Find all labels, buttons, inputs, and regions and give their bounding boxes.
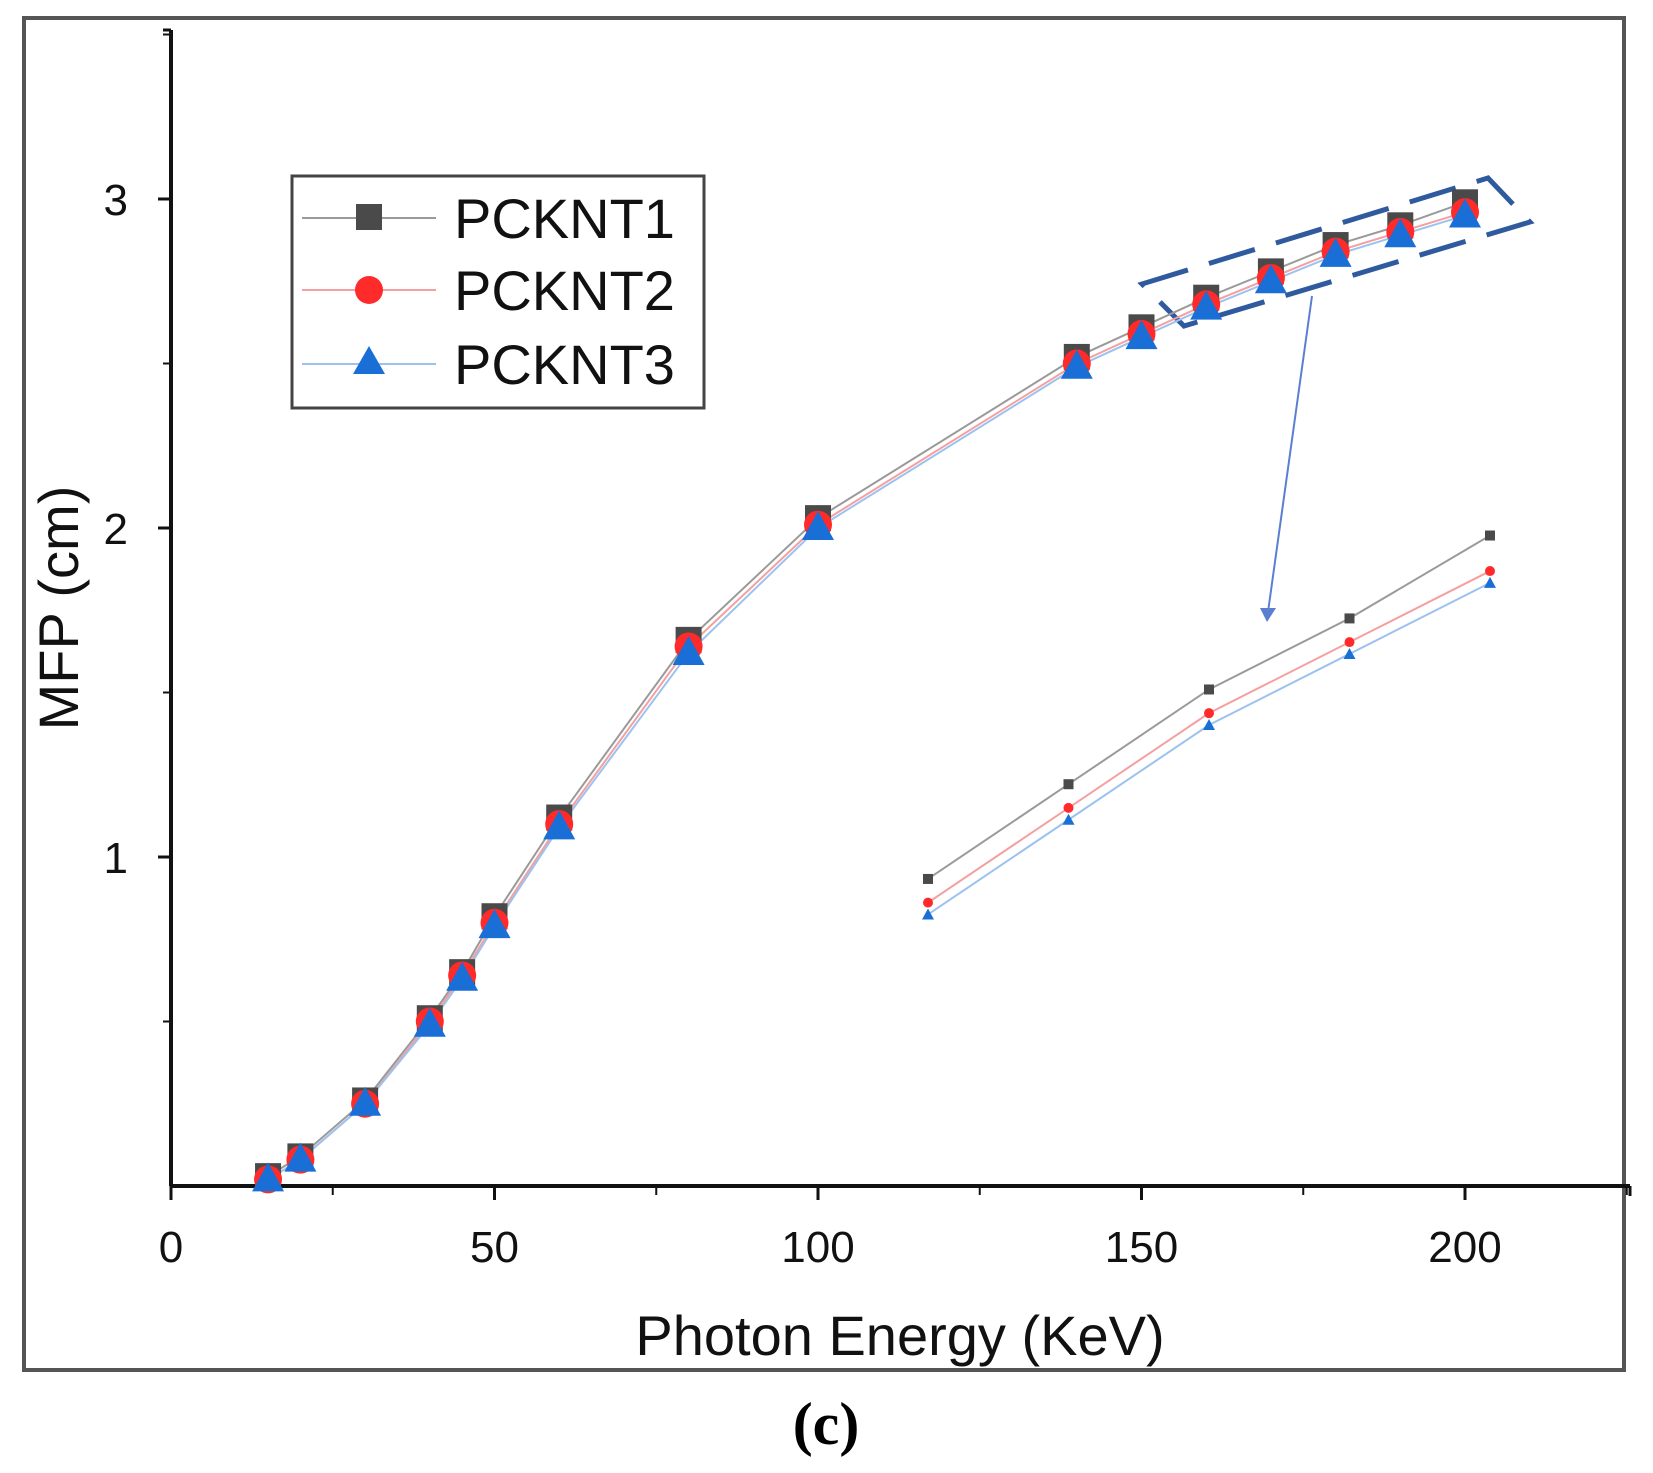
inset-point-pcknt3	[1484, 576, 1496, 588]
inset-point-pcknt2	[1344, 637, 1355, 648]
data-point-pcknt3	[1384, 218, 1417, 248]
y-axis-title: MFP (cm)	[27, 486, 90, 731]
inset-point-pcknt1	[1204, 684, 1214, 695]
x-axis-title: Photon Energy (KeV)	[635, 1304, 1164, 1367]
data-point-pcknt3	[802, 511, 834, 540]
inset-point-pcknt3	[1203, 719, 1215, 730]
inset-point-pcknt3	[1343, 647, 1356, 659]
x-tick-label: 200	[1428, 1223, 1501, 1272]
zoom-arrow	[1267, 295, 1313, 613]
x-tick-label: 150	[1105, 1223, 1178, 1272]
data-point-pcknt3	[1319, 237, 1352, 267]
x-tick-label: 100	[781, 1223, 854, 1272]
inset-point-pcknt1	[923, 873, 933, 884]
data-point-pcknt3	[446, 961, 479, 991]
inset-point-pcknt1	[1485, 530, 1495, 541]
inset-point-pcknt2	[923, 897, 933, 908]
inset-line-pcknt3	[927, 582, 1491, 916]
data-point-pcknt3	[1060, 349, 1093, 379]
data-point-pcknt3	[252, 1162, 285, 1192]
zoom-highlight-box	[1137, 175, 1535, 329]
data-point-pcknt3	[1125, 320, 1158, 350]
zoom-arrow-head	[1260, 608, 1276, 622]
legend-label-pcknt1: PCKNT1	[454, 187, 675, 250]
legend-label-pcknt3: PCKNT3	[454, 333, 675, 396]
series-line-pcknt1	[267, 201, 1466, 1177]
panel-label: (c)	[793, 1391, 860, 1457]
data-point-pcknt3	[1449, 198, 1481, 228]
data-point-pcknt3	[413, 1007, 446, 1037]
legend: PCKNT1 PCKNT2 PCKNT3	[290, 174, 706, 410]
legend-marker-circle	[355, 276, 383, 304]
data-point-pcknt3	[284, 1142, 317, 1172]
data-point-pcknt3	[1190, 290, 1223, 320]
data-point-pcknt3	[1254, 264, 1287, 294]
series-lines	[267, 201, 1466, 1181]
x-tick-label: 0	[159, 1223, 183, 1272]
y-tick-label: 3	[104, 176, 128, 225]
data-point-pcknt3	[672, 636, 705, 666]
inset-point-pcknt1	[1063, 779, 1074, 790]
series-line-pcknt2	[267, 211, 1466, 1181]
inset-point-pcknt3	[922, 908, 934, 920]
inset-point-pcknt2	[1063, 802, 1074, 813]
data-point-pcknt3	[478, 909, 511, 939]
y-tick-label: 2	[104, 505, 128, 554]
series-markers	[252, 189, 1481, 1194]
data-point-pcknt3	[349, 1086, 382, 1116]
inset-line-pcknt1	[927, 534, 1491, 880]
inset-zoom	[922, 530, 1496, 920]
x-tick-label: 50	[470, 1223, 519, 1272]
inset-point-pcknt1	[1344, 613, 1355, 624]
legend-marker-square	[356, 204, 382, 230]
series-line-pcknt3	[267, 214, 1466, 1181]
data-point-pcknt3	[543, 810, 576, 840]
tick-group: 0 50 100 150 200 1 2 3	[104, 33, 1628, 1272]
figure-frame	[22, 16, 1626, 1372]
legend-marker-triangle	[353, 346, 385, 374]
inset-line-pcknt2	[927, 570, 1491, 904]
legend-label-pcknt2: PCKNT2	[454, 259, 675, 322]
y-tick-label: 1	[104, 834, 128, 883]
inset-point-pcknt2	[1204, 708, 1214, 719]
inset-point-pcknt2	[1485, 566, 1495, 577]
inset-point-pcknt3	[1062, 813, 1075, 825]
